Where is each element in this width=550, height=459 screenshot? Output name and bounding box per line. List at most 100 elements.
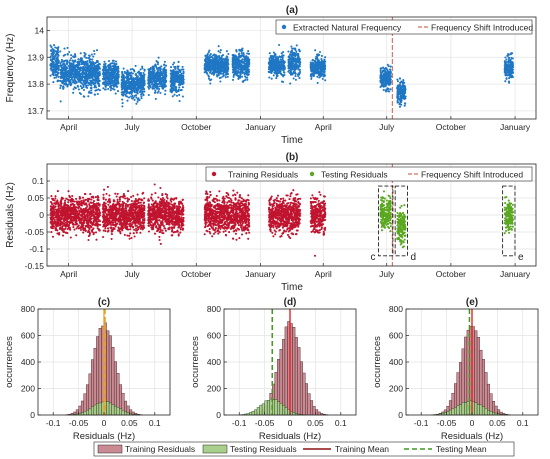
frequency-point [247, 52, 250, 55]
frequency-point [268, 71, 271, 74]
frequency-point [510, 75, 513, 78]
frequency-point [170, 86, 173, 89]
frequency-point [158, 85, 161, 88]
frequency-point [234, 72, 238, 75]
frequency-point [220, 69, 223, 72]
frequency-point [59, 50, 62, 53]
frequency-point [298, 65, 301, 68]
frequency-point [84, 60, 87, 63]
frequency-point [402, 95, 405, 98]
frequency-point [70, 69, 73, 72]
frequency-point [111, 65, 114, 68]
frequency-point [86, 86, 89, 89]
frequency-point [158, 73, 161, 76]
frequency-point [59, 100, 62, 103]
frequency-point [53, 64, 56, 67]
frequency-point [102, 81, 105, 84]
frequency-point [173, 84, 176, 88]
frequency-point [507, 69, 510, 72]
frequency-point [235, 55, 238, 58]
frequency-point [396, 80, 400, 83]
frequency-point [154, 97, 157, 100]
frequency-point [232, 54, 235, 57]
frequency-point [80, 61, 83, 64]
frequency-point [52, 56, 55, 59]
frequency-point [64, 80, 67, 83]
frequency-point [126, 86, 129, 89]
frequency-point [93, 86, 96, 89]
frequency-point [177, 89, 180, 92]
frequency-point [59, 84, 63, 87]
frequency-point [129, 68, 132, 71]
frequency-point [122, 67, 125, 70]
frequency-point [233, 69, 237, 72]
frequency-point [96, 80, 99, 83]
frequency-point [505, 73, 508, 76]
frequency-point [97, 77, 100, 80]
frequency-point [248, 62, 251, 66]
training-residual-point [61, 234, 65, 237]
frequency-point [65, 74, 68, 77]
frequency-point [121, 82, 124, 85]
frequency-point [180, 80, 183, 83]
frequency-point [149, 86, 152, 89]
frequency-point [84, 53, 87, 56]
frequency-point [147, 93, 150, 97]
frequency-point [309, 63, 312, 66]
frequency-point [155, 81, 158, 84]
frequency-point [53, 66, 56, 69]
frequency-point [385, 83, 388, 86]
frequency-point [151, 83, 154, 86]
frequency-point [102, 87, 105, 90]
frequency-point [204, 66, 207, 69]
frequency-point [86, 76, 89, 80]
frequency-point [53, 44, 56, 47]
frequency-point [97, 73, 100, 76]
training-residual-point [54, 195, 57, 198]
frequency-point [208, 54, 211, 57]
frequency-point [225, 50, 228, 53]
frequency-point [282, 71, 285, 74]
frequency-point [87, 82, 90, 85]
frequency-point [173, 61, 176, 64]
frequency-point [297, 72, 300, 75]
frequency-point [86, 84, 90, 87]
frequency-point [98, 66, 101, 69]
frequency-point [181, 95, 184, 98]
frequency-point [147, 87, 151, 90]
frequency-point [66, 70, 69, 73]
frequency-point [319, 75, 322, 78]
frequency-point [506, 63, 509, 66]
frequency-point [155, 60, 158, 63]
frequency-point [139, 80, 142, 83]
frequency-point [243, 59, 246, 62]
frequency-point [239, 76, 242, 79]
panel-a-ylabel: Frequency (Hz) [5, 34, 16, 103]
frequency-point [59, 86, 62, 90]
frequency-point [211, 66, 214, 69]
frequency-point [295, 53, 298, 56]
frequency-point [402, 79, 405, 82]
training-residual-point [50, 195, 53, 198]
frequency-point [49, 55, 52, 58]
frequency-point [385, 74, 388, 77]
frequency-point [389, 65, 392, 68]
frequency-point [107, 60, 111, 63]
frequency-point [396, 101, 400, 104]
frequency-point [159, 83, 162, 86]
frequency-point [89, 75, 92, 78]
frequency-point [61, 67, 64, 70]
frequency-point [398, 77, 402, 80]
frequency-point [60, 58, 63, 61]
frequency-point [139, 73, 142, 76]
frequency-point [222, 66, 225, 69]
frequency-point [246, 78, 249, 81]
frequency-point [275, 63, 278, 66]
frequency-point [107, 67, 110, 70]
frequency-point [213, 68, 216, 71]
frequency-point [206, 64, 209, 67]
frequency-point [282, 50, 285, 54]
frequency-point [107, 84, 110, 87]
frequency-point [175, 94, 179, 97]
frequency-point [105, 75, 108, 78]
